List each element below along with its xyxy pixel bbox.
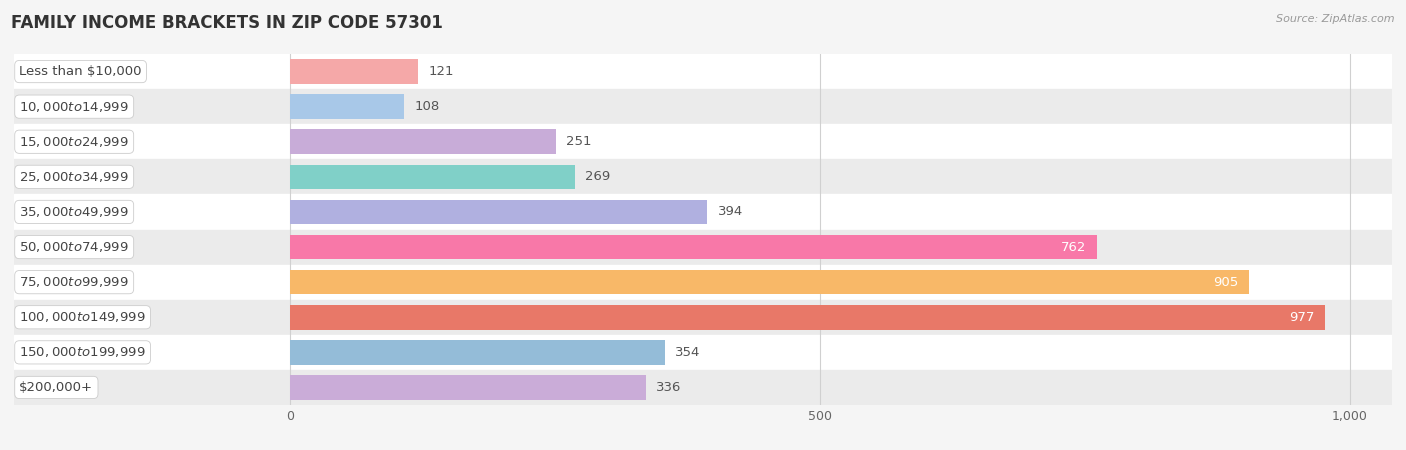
Bar	[290, 165, 575, 189]
Bar	[290, 94, 404, 119]
Text: $10,000 to $14,999: $10,000 to $14,999	[20, 99, 129, 114]
Text: $75,000 to $99,999: $75,000 to $99,999	[20, 275, 129, 289]
Bar	[14, 230, 1392, 265]
Text: Less than $10,000: Less than $10,000	[20, 65, 142, 78]
Bar	[14, 54, 1392, 89]
Bar	[14, 194, 1392, 230]
Bar	[14, 370, 1392, 405]
Bar	[290, 130, 555, 154]
Bar	[14, 335, 1392, 370]
Text: 394: 394	[718, 206, 744, 218]
Bar	[290, 340, 665, 364]
Bar	[290, 200, 707, 224]
Bar	[290, 375, 645, 400]
Text: $35,000 to $49,999: $35,000 to $49,999	[20, 205, 129, 219]
Text: $25,000 to $34,999: $25,000 to $34,999	[20, 170, 129, 184]
Text: Source: ZipAtlas.com: Source: ZipAtlas.com	[1277, 14, 1395, 23]
Text: $15,000 to $24,999: $15,000 to $24,999	[20, 135, 129, 149]
Bar	[14, 300, 1392, 335]
Text: 762: 762	[1062, 241, 1087, 253]
Bar	[290, 270, 1249, 294]
Bar	[290, 59, 418, 84]
Text: 977: 977	[1289, 311, 1315, 324]
Text: 336: 336	[657, 381, 682, 394]
Text: $100,000 to $149,999: $100,000 to $149,999	[20, 310, 146, 324]
Text: 108: 108	[415, 100, 440, 113]
Text: FAMILY INCOME BRACKETS IN ZIP CODE 57301: FAMILY INCOME BRACKETS IN ZIP CODE 57301	[11, 14, 443, 32]
Text: $150,000 to $199,999: $150,000 to $199,999	[20, 345, 146, 360]
Text: 121: 121	[429, 65, 454, 78]
Text: $50,000 to $74,999: $50,000 to $74,999	[20, 240, 129, 254]
Text: 905: 905	[1213, 276, 1239, 288]
Text: 269: 269	[585, 171, 610, 183]
Bar	[14, 265, 1392, 300]
Bar	[290, 305, 1326, 329]
Bar	[14, 159, 1392, 194]
Text: 354: 354	[675, 346, 700, 359]
Bar	[290, 235, 1097, 259]
Text: 251: 251	[567, 135, 592, 148]
Bar	[14, 124, 1392, 159]
Bar	[14, 89, 1392, 124]
Text: $200,000+: $200,000+	[20, 381, 93, 394]
